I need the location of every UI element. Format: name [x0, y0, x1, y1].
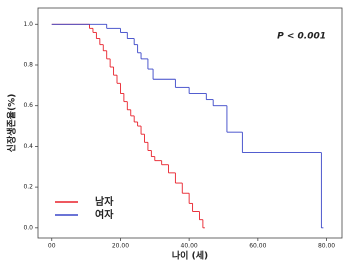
- y-tick-label: 0.0: [23, 224, 33, 231]
- legend-label: 여자: [95, 208, 114, 221]
- y-tick-label: 0.4: [23, 143, 33, 150]
- y-tick-label: 1.0: [23, 21, 33, 28]
- x-tick-label: 80.00: [318, 243, 335, 250]
- x-tick-label: 40.00: [181, 243, 198, 250]
- plot-frame: [37, 7, 343, 239]
- y-axis-title: 신장생존율(%): [6, 94, 18, 153]
- x-tick-label: 60.00: [249, 243, 266, 250]
- x-tick-label: 00: [48, 243, 56, 250]
- y-tick-label: 0.8: [23, 61, 33, 68]
- legend-label: 남자: [95, 195, 114, 208]
- x-axis-title: 나이 (세): [172, 250, 208, 262]
- x-tick-label: 20.00: [112, 243, 129, 250]
- p-value-annotation: P < 0.001: [277, 32, 326, 42]
- y-tick-label: 0.2: [23, 184, 33, 191]
- y-tick-label: 0.6: [23, 102, 33, 109]
